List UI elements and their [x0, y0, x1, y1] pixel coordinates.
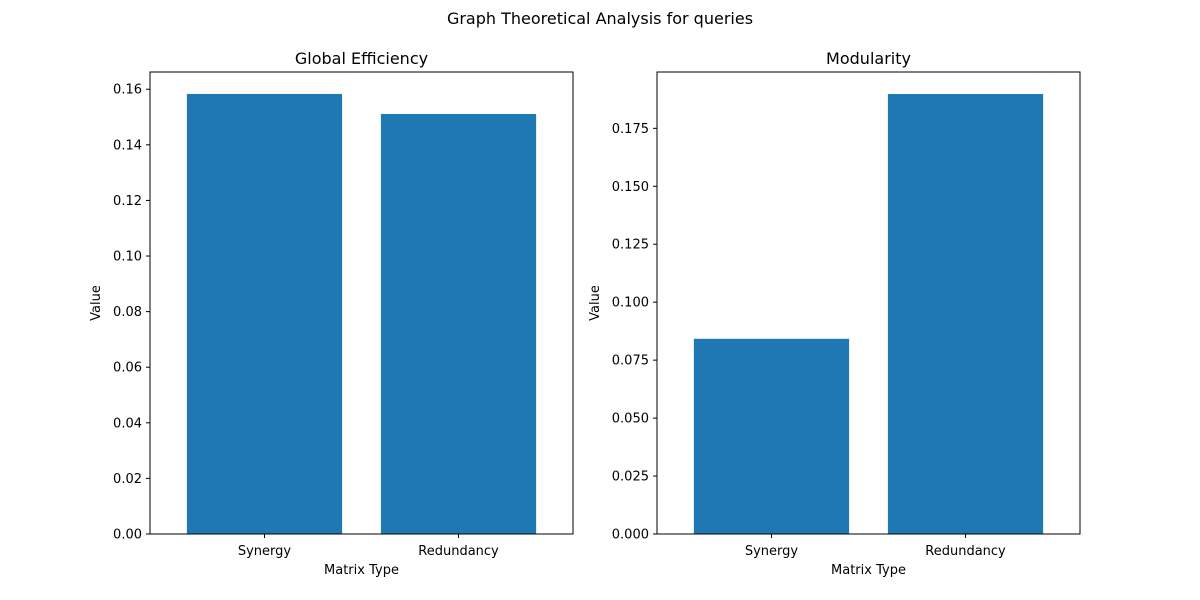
chart-1-ytick-label: 0.16 — [113, 83, 142, 98]
chart-1-ytick-label: 0.08 — [113, 305, 142, 320]
chart-2-title: Modularity — [826, 49, 911, 68]
chart-1: Synergy Redundancy 0.00 0.02 0.04 0.06 0.08 0.1… — [89, 49, 574, 578]
chart-1-xtick-label: Redundancy — [418, 544, 499, 559]
chart-2-ytick-label: 0.025 — [612, 470, 649, 485]
chart-2-ytick-label: 0.125 — [612, 238, 649, 253]
chart-2-ytick-label: 0.100 — [612, 296, 649, 311]
chart-2-bar-synergy — [693, 338, 850, 534]
chart-2-ytick-label: 0.075 — [612, 354, 649, 369]
chart-1-title: Global Efficiency — [295, 49, 428, 68]
chart-1-ytick-label: 0.02 — [113, 472, 142, 487]
chart-1-ytick-label: 0.06 — [113, 361, 142, 376]
chart-1-ytick-label: 0.00 — [113, 528, 142, 543]
chart-2-ytick-label: 0.175 — [612, 122, 649, 137]
chart-1-ylabel: Value — [89, 285, 104, 321]
chart-1-ytick-label: 0.12 — [113, 194, 142, 209]
chart-1-ytick-label: 0.14 — [113, 138, 142, 153]
chart-2-axes-frame — [656, 71, 1081, 535]
chart-2-ytick-label: 0.000 — [612, 528, 649, 543]
chart-2-xlabel: Matrix Type — [831, 563, 906, 578]
chart-2-xtick-label: Redundancy — [925, 544, 1006, 559]
chart-1-ytick-label: 0.04 — [113, 416, 142, 431]
chart-2-ytick-label: 0.050 — [612, 412, 649, 427]
figure-suptitle: Graph Theoretical Analysis for queries — [446, 9, 754, 28]
chart-1-xtick-label: Synergy — [238, 544, 292, 559]
chart-2: Synergy Redundancy 0.000 0.025 0.050 0.075 0.1… — [588, 49, 1081, 578]
chart-2-ylabel: Value — [588, 285, 603, 321]
chart-1-bar-redundancy — [380, 113, 537, 534]
chart-2-ytick-label: 0.150 — [612, 180, 649, 195]
chart-2-xtick-label: Synergy — [745, 544, 799, 559]
chart-2-bar-redundancy — [887, 94, 1044, 535]
chart-1-ytick-label: 0.10 — [113, 250, 142, 265]
chart-1-xlabel: Matrix Type — [324, 563, 399, 578]
chart-1-bar-synergy — [186, 93, 343, 535]
chart-1-axes-frame — [149, 71, 574, 535]
